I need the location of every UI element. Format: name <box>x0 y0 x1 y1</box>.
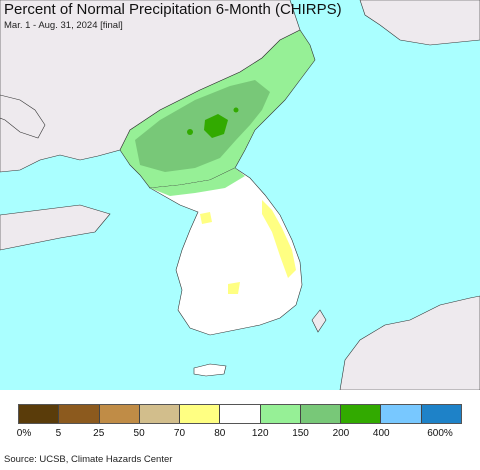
legend-swatch <box>300 405 342 423</box>
legend-swatch <box>421 405 461 423</box>
legend-swatch <box>260 405 301 423</box>
legend-swatch <box>381 405 422 423</box>
legend-swatch <box>341 405 382 423</box>
liaodong-peninsula <box>0 94 46 139</box>
north-korea-200-400-spot <box>187 129 193 135</box>
north-korea-200-400-zone <box>204 114 228 138</box>
legend-swatch <box>180 405 221 423</box>
color-legend <box>18 404 462 424</box>
source-credit: Source: UCSB, Climate Hazards Center <box>4 454 173 465</box>
legend-tick-label: 50 <box>133 428 145 439</box>
precipitation-map <box>0 0 480 390</box>
legend-swatch <box>59 405 100 423</box>
map-subtitle: Mar. 1 - Aug. 31, 2024 [final] <box>4 20 123 31</box>
south-korea-70-80-patch <box>200 212 212 224</box>
legend-tick-label: 5 <box>55 428 62 439</box>
jeju-island <box>193 363 227 377</box>
shandong-peninsula <box>0 204 111 251</box>
north-korea-150-200-zone <box>135 80 270 172</box>
south-korea-70-80-patch <box>228 282 240 294</box>
legend-swatch <box>220 405 261 423</box>
legend-tick-label: 120 <box>251 428 269 439</box>
legend-tick-label: 25 <box>93 428 105 439</box>
map-title: Percent of Normal Precipitation 6-Month … <box>4 1 342 18</box>
russia-land <box>359 0 480 46</box>
legend-tick-label: 400 <box>372 428 390 439</box>
legend-tick-label: 0% <box>16 428 32 439</box>
legend-tick-label: 70 <box>173 428 186 439</box>
legend-tick-label: 600% <box>427 428 453 439</box>
north-korea-200-400-spot <box>233 107 239 113</box>
south-korea-70-80-east-coast <box>262 200 296 278</box>
legend-swatch <box>139 405 181 423</box>
legend-swatch <box>99 405 140 423</box>
legend-swatch <box>19 405 60 423</box>
legend-tick-label: 80 <box>214 428 226 439</box>
japan-kyushu-honshu <box>339 295 480 390</box>
legend-tick-label: 200 <box>332 428 350 439</box>
south-korea-120-150-strip <box>150 168 245 196</box>
legend-tick-label: 150 <box>292 428 309 439</box>
japan-tsushima <box>311 309 327 333</box>
